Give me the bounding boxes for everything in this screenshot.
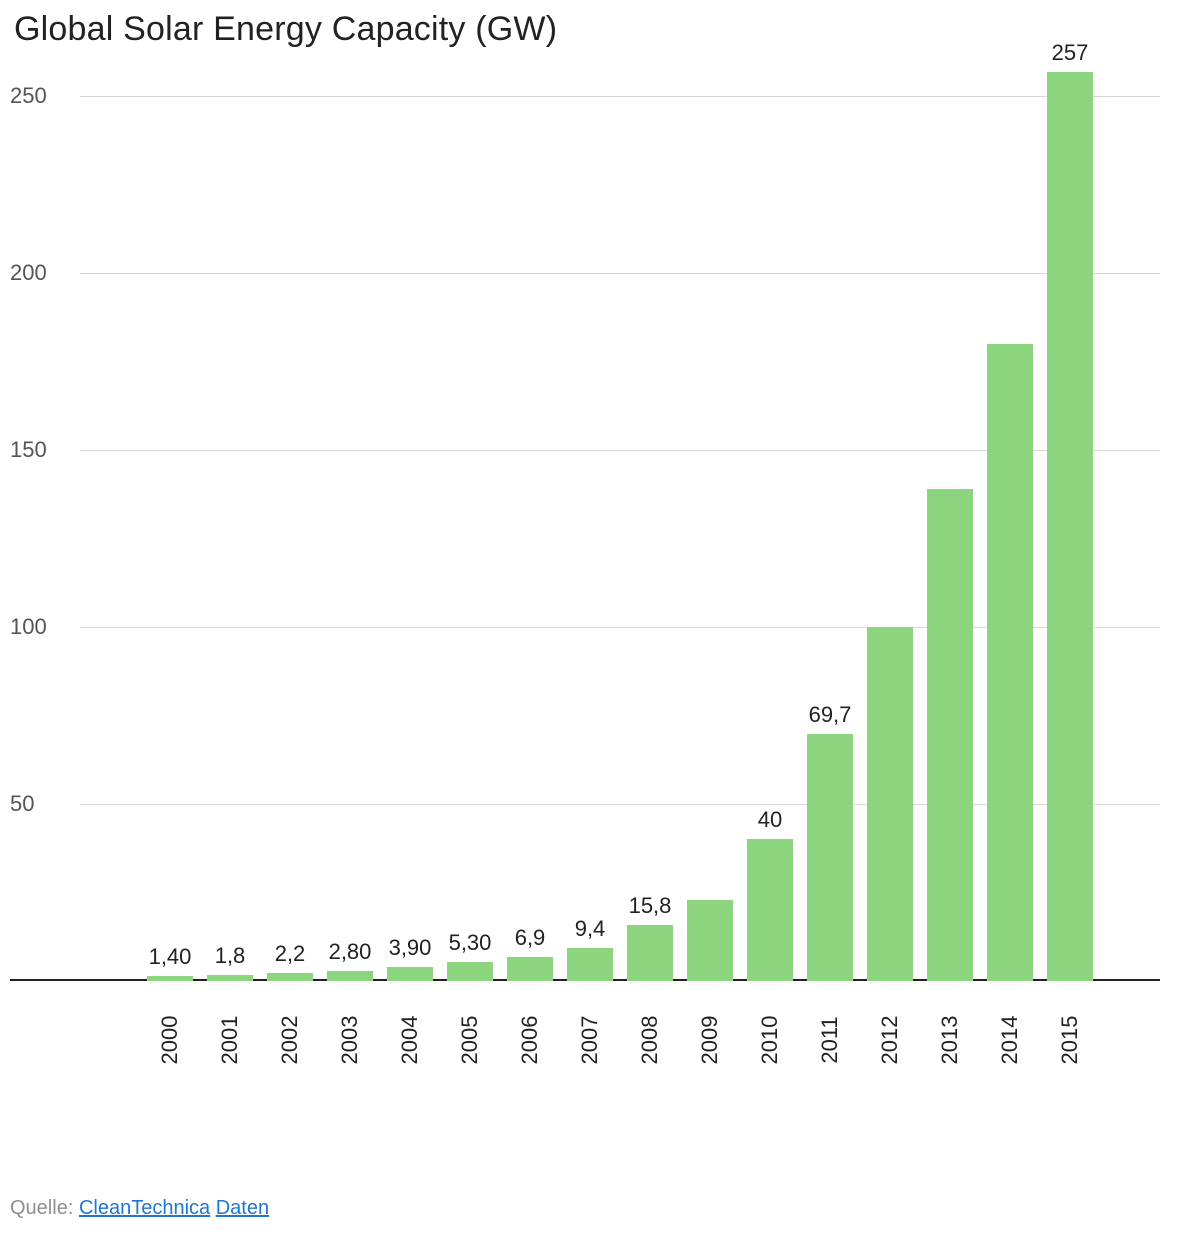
chart-title: Global Solar Energy Capacity (GW) [14,10,1160,49]
x-axis-label: 2001 [217,1016,243,1065]
bar [147,976,194,981]
x-label-slot: 2004 [380,997,440,1057]
bar-slot: 3,90 [380,967,440,981]
bar-slot [860,627,920,981]
bar-slot: 6,9 [500,957,560,981]
bar [627,925,674,981]
bar-slot [980,344,1040,981]
x-label-slot: 2010 [740,997,800,1057]
bar [567,948,614,981]
bar [687,900,734,981]
bar-slot: 40 [740,839,800,981]
source-link-daten[interactable]: Daten [216,1197,269,1219]
x-axis-label: 2006 [517,1016,543,1065]
x-label-slot: 2013 [920,997,980,1057]
x-axis-label: 2015 [1057,1016,1083,1065]
x-label-slot: 2007 [560,997,620,1057]
bar-value-label: 2,80 [329,939,372,965]
chart-source-footer: Quelle: CleanTechnica Daten [10,1197,269,1220]
bar-value-label: 2,2 [275,941,306,967]
bar-value-label: 69,7 [809,702,852,728]
x-axis-labels: 2000200120022003200420052006200720082009… [140,997,1160,1057]
bar-slot: 1,8 [200,975,260,981]
x-axis-label: 2000 [157,1016,183,1065]
bar [807,734,854,981]
bar [987,344,1034,981]
bar [747,839,794,981]
x-axis-label: 2011 [817,1016,843,1063]
x-label-slot: 2002 [260,997,320,1057]
bar [507,957,554,981]
bars-group: 1,401,82,22,803,905,306,99,415,84069,725… [140,61,1160,981]
x-label-slot: 2014 [980,997,1040,1057]
bar-slot: 9,4 [560,948,620,981]
y-tick-label: 200 [10,260,68,286]
x-axis-label: 2013 [937,1016,963,1065]
bar-slot [920,489,980,981]
bar-slot: 2,80 [320,971,380,981]
bar-slot: 15,8 [620,925,680,981]
source-link-cleantechnica[interactable]: CleanTechnica [79,1197,210,1219]
bar-value-label: 3,90 [389,935,432,961]
bar-slot: 5,30 [440,962,500,981]
bar [207,975,254,981]
x-axis-label: 2008 [637,1016,663,1065]
x-axis-label: 2007 [577,1016,603,1065]
bar [927,489,974,981]
bar [327,971,374,981]
bar-value-label: 1,8 [215,943,246,969]
x-label-slot: 2006 [500,997,560,1057]
x-label-slot: 2011 [800,997,860,1057]
bar-value-label: 40 [758,807,782,833]
x-axis-label: 2014 [997,1016,1023,1065]
bar-value-label: 5,30 [449,930,492,956]
x-label-slot: 2003 [320,997,380,1057]
bar-value-label: 6,9 [515,925,546,951]
bar-value-label: 257 [1052,40,1089,66]
x-label-slot: 2005 [440,997,500,1057]
x-axis-label: 2004 [397,1016,423,1065]
y-tick-label: 150 [10,437,68,463]
bar-value-label: 15,8 [629,893,672,919]
y-tick-label: 250 [10,83,68,109]
source-prefix: Quelle: [10,1197,79,1219]
x-axis-label: 2012 [877,1016,903,1065]
x-axis-label: 2005 [457,1016,483,1065]
grid-area: 25020015010050 1,401,82,22,803,905,306,9… [80,61,1160,981]
x-axis-label: 2009 [697,1016,723,1065]
bar-slot: 257 [1040,72,1100,981]
bar-slot [680,900,740,981]
bar-value-label: 1,40 [149,944,192,970]
x-label-slot: 2015 [1040,997,1100,1057]
x-label-slot: 2012 [860,997,920,1057]
bar [387,967,434,981]
bar [1047,72,1094,981]
bar [267,973,314,981]
bar-slot: 69,7 [800,734,860,981]
chart-container: Global Solar Energy Capacity (GW) 250 200… [0,0,1180,1238]
bar [867,627,914,981]
x-label-slot: 2009 [680,997,740,1057]
x-axis-label: 2010 [757,1016,783,1065]
bar-slot: 1,40 [140,976,200,981]
bar-slot: 2,2 [260,973,320,981]
bar-value-label: 9,4 [575,916,606,942]
x-axis-label: 2002 [277,1016,303,1065]
x-label-slot: 2000 [140,997,200,1057]
x-label-slot: 2008 [620,997,680,1057]
y-tick-label: 50 [10,791,68,817]
y-tick-label: 100 [10,614,68,640]
x-axis-label: 2003 [337,1016,363,1065]
plot-area: 25020015010050 1,401,82,22,803,905,306,9… [10,61,1160,1041]
x-label-slot: 2001 [200,997,260,1057]
bar [447,962,494,981]
